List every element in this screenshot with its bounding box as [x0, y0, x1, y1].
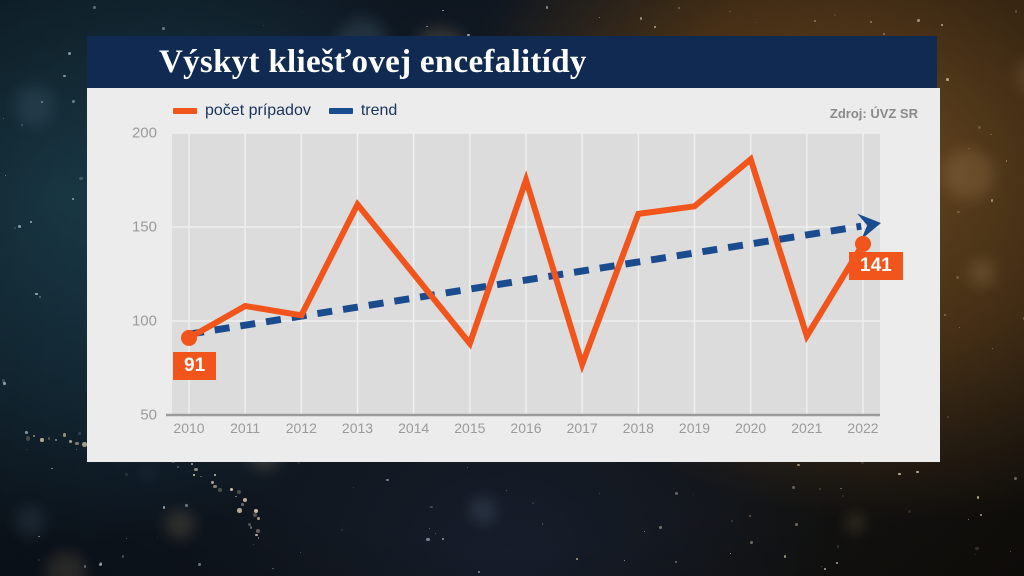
- data-point-marker-last: [855, 235, 871, 252]
- value-callout-first: 91: [173, 351, 217, 381]
- chart-svg: [166, 132, 881, 417]
- legend-item-cases: počet prípadov: [173, 102, 311, 120]
- x-axis-tick-label: 2012: [285, 420, 317, 436]
- plot-area: [166, 132, 881, 417]
- legend-swatch-trend: [328, 108, 353, 114]
- x-axis-tick-label: 2011: [230, 420, 261, 436]
- y-axis: 50 100 150 200: [101, 125, 157, 424]
- y-axis-tick-label: 100: [131, 312, 157, 330]
- chart-legend: počet prípadov trend: [173, 102, 397, 120]
- legend-label-cases: počet prípadov: [205, 102, 311, 119]
- page-title: Výskyt kliešťovej encefalitídy: [159, 43, 587, 80]
- x-axis-tick-label: 2017: [566, 420, 598, 436]
- y-axis-tick-label: 200: [131, 124, 157, 142]
- cases-line-series: [187, 154, 866, 374]
- value-callout-last: 141: [849, 251, 903, 281]
- x-axis-tick-label: 2018: [622, 420, 654, 436]
- x-axis: 2010 2011 2012 2013 2014 2015 2016 2017 2018 2019…: [172, 420, 880, 444]
- trend-arrowhead-icon: [857, 213, 881, 240]
- x-axis-tick-label: 2015: [454, 420, 486, 436]
- data-point-marker-first: [181, 329, 197, 346]
- x-axis-tick-label: 2021: [791, 420, 823, 436]
- x-axis-tick-label: 2020: [735, 420, 767, 436]
- x-axis-tick-label: 2022: [847, 420, 879, 436]
- x-axis-tick-label: 2014: [398, 420, 430, 436]
- y-axis-tick-label: 50: [140, 406, 157, 424]
- legend-label-trend: trend: [360, 102, 398, 119]
- x-axis-tick-label: 2013: [341, 420, 374, 436]
- title-bar: Výskyt kliešťovej encefalitídy: [87, 36, 937, 88]
- y-axis-tick-label: 150: [131, 218, 157, 236]
- source-attribution: Zdroj: ÚVZ SR: [829, 106, 918, 121]
- chart-card: počet prípadov trend Zdroj: ÚVZ SR 50 100…: [87, 88, 940, 462]
- x-axis-tick-label: 2010: [173, 420, 205, 436]
- x-axis-tick-label: 2016: [510, 420, 542, 436]
- trend-line-series: [188, 222, 862, 338]
- legend-swatch-cases: [173, 108, 197, 114]
- gridlines: [166, 132, 880, 417]
- x-axis-tick-label: 2019: [678, 420, 711, 436]
- legend-item-trend: trend: [328, 102, 398, 120]
